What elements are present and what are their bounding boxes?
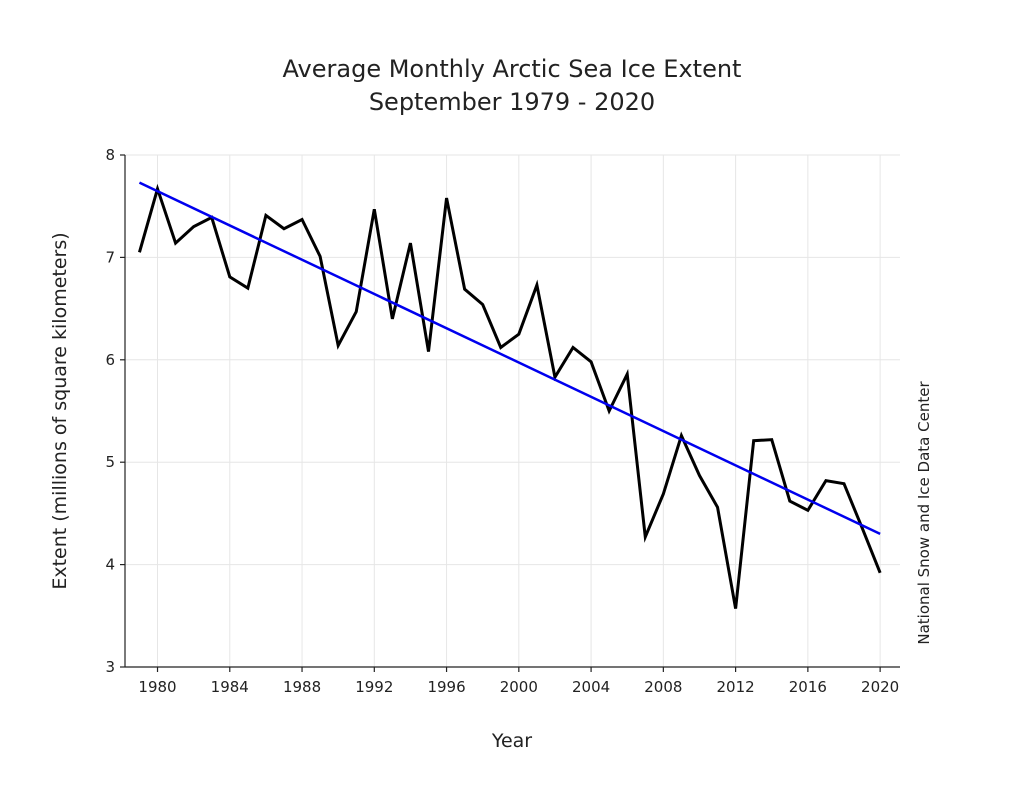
x-tick-label: 1980 [138, 678, 176, 696]
chart-title: Average Monthly Arctic Sea Ice Extent [283, 55, 742, 83]
extent-series-line [138, 183, 882, 609]
y-tick-label: 4 [105, 556, 115, 574]
chart-subtitle: September 1979 - 2020 [369, 88, 655, 116]
y-tick-label: 5 [105, 453, 115, 471]
x-tick-label: 2000 [500, 678, 538, 696]
x-tick-label: 1992 [355, 678, 393, 696]
x-tick-label: 1984 [211, 678, 249, 696]
y-tick-label: 8 [105, 146, 115, 164]
x-tick-label: 2008 [644, 678, 682, 696]
x-tick-label: 1996 [427, 678, 465, 696]
trend-line [138, 181, 881, 536]
x-tick-label: 2012 [717, 678, 755, 696]
data-series [138, 181, 882, 609]
y-axis-title: Extent (millions of square kilometers) [49, 232, 71, 589]
y-tick-label: 3 [105, 658, 115, 676]
y-tick-label: 7 [105, 248, 115, 266]
x-tick-label: 1988 [283, 678, 321, 696]
y-tick-label: 6 [105, 351, 115, 369]
axis-ticks: 1980 1984 1988 1992 1996 2000 2004 2008 2012 2016… [105, 146, 899, 696]
x-tick-label: 2004 [572, 678, 610, 696]
x-tick-label: 2020 [861, 678, 899, 696]
x-tick-label: 2016 [789, 678, 827, 696]
x-axis-title: Year [491, 730, 532, 752]
credit-label: National Snow and Ice Data Center [915, 381, 933, 645]
